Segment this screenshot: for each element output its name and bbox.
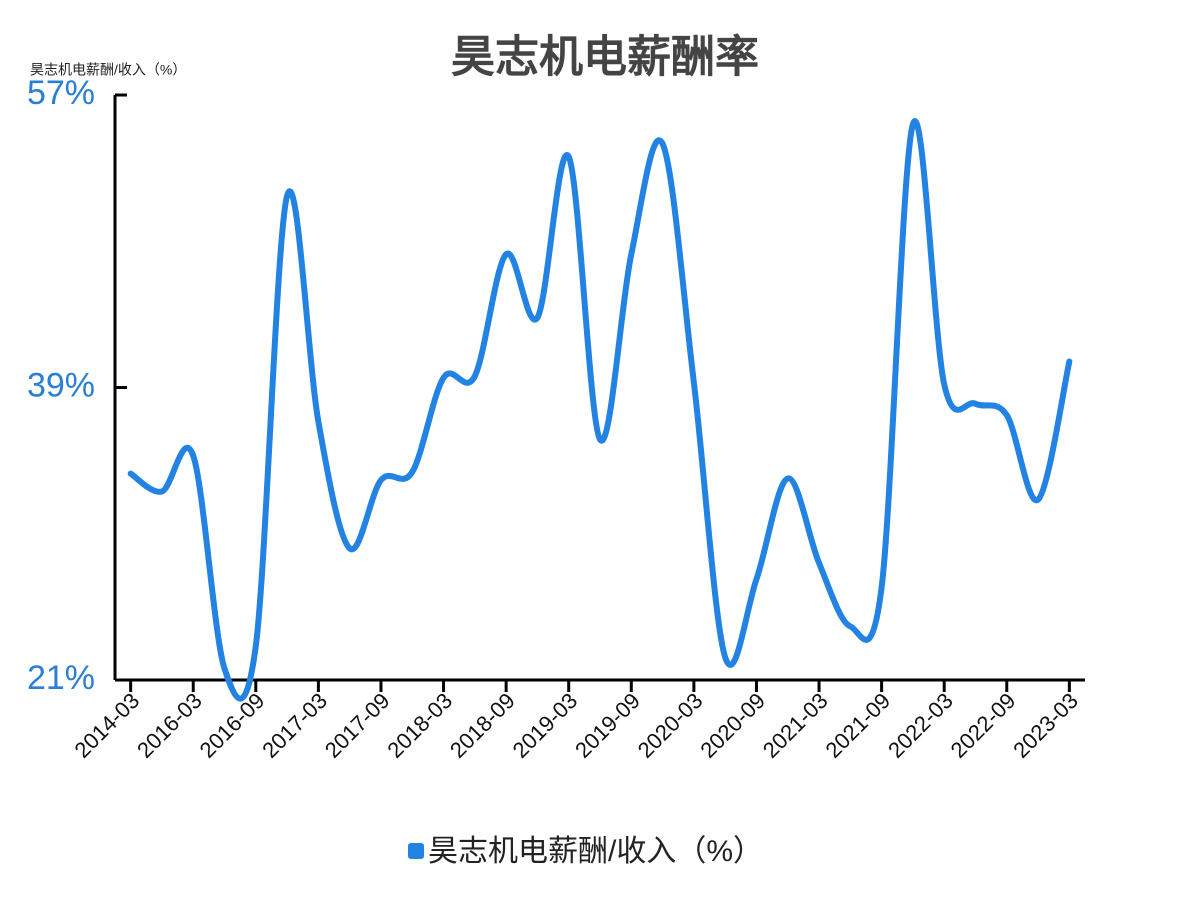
y-tick-label: 21%: [27, 659, 95, 697]
chart-title: 昊志机电薪酬率: [451, 33, 759, 82]
x-tick-label: 2016-09: [195, 688, 270, 763]
x-tick-label: 2021-03: [758, 688, 833, 763]
legend-label: 昊志机电薪酬/收入（%）: [428, 835, 763, 868]
x-tick-label: 2019-09: [570, 688, 645, 763]
x-tick-label: 2022-09: [946, 688, 1021, 763]
x-tick-label: 2018-09: [445, 688, 520, 763]
x-tick-label: 2020-03: [633, 688, 708, 763]
x-tick-label: 2017-03: [257, 688, 332, 763]
x-tick-label: 2016-03: [132, 688, 207, 763]
legend-swatch: [408, 843, 424, 859]
x-tick-label: 2020-09: [695, 688, 770, 763]
y-axis-title: 昊志机电薪酬/收入（%）: [30, 62, 186, 78]
line-series: [127, 118, 1073, 702]
x-tick-label: 2017-09: [320, 688, 395, 763]
x-tick-label: 2014-03: [70, 688, 145, 763]
x-tick-label: 2022-03: [883, 688, 958, 763]
y-tick-label: 39%: [27, 366, 95, 404]
x-tick-label: 2019-03: [508, 688, 583, 763]
x-tick-label: 2018-03: [382, 688, 457, 763]
x-tick-label: 2023-03: [1008, 688, 1083, 763]
y-tick-label: 57%: [27, 74, 95, 112]
x-tick-label: 2021-09: [820, 688, 895, 763]
